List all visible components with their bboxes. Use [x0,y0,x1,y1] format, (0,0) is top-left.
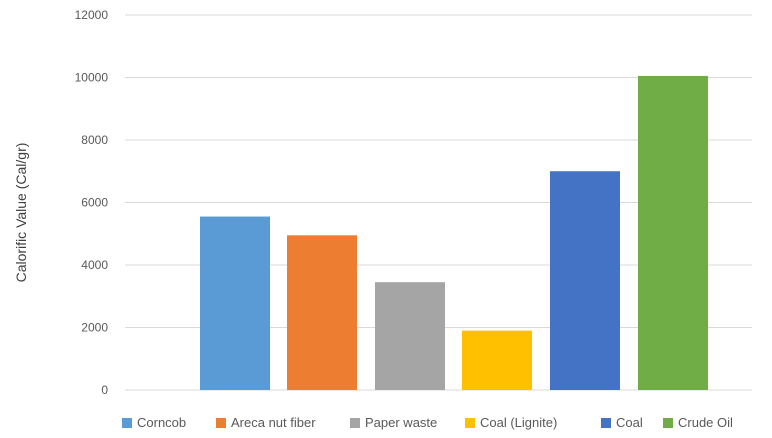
bar-areca-nut-fiber [287,235,357,390]
y-tick-label: 6000 [81,196,108,210]
legend-item: Corncob [122,415,186,430]
legend-swatch [465,418,475,428]
legend-label: Corncob [137,415,186,430]
bar-coal-lignite [462,330,532,390]
legend-item: Coal [601,415,643,430]
legend-label: Paper waste [365,415,437,430]
bar-crude-oil [638,75,708,390]
y-tick-label: 12000 [75,8,109,22]
legend-item: Paper waste [350,415,437,430]
legend-label: Coal (Lignite) [480,415,557,430]
legend-label: Areca nut fiber [231,415,316,430]
legend-swatch [122,418,132,428]
legend-item: Coal (Lignite) [465,415,557,430]
bar-paper-waste [375,282,445,390]
y-axis-label: Calorific Value (Cal/gr) [13,143,29,283]
bar-coal [550,171,620,390]
legend-swatch [350,418,360,428]
legend-swatch [601,418,611,428]
y-axis-ticks: 0 2000 4000 6000 8000 10000 12000 [75,8,109,397]
y-tick-label: 0 [101,383,108,397]
legend-label: Coal [616,415,643,430]
bars [200,75,708,390]
y-tick-label: 2000 [81,321,108,335]
legend-label: Crude Oil [678,415,733,430]
legend-swatch [663,418,673,428]
legend: Corncob Areca nut fiber Paper waste Coal (L… [122,415,733,430]
legend-item: Crude Oil [663,415,733,430]
y-tick-label: 8000 [81,133,108,147]
y-tick-label: 4000 [81,258,108,272]
legend-swatch [216,418,226,428]
bar-corncob [200,216,270,390]
legend-item: Areca nut fiber [216,415,316,430]
y-tick-label: 10000 [75,71,109,85]
